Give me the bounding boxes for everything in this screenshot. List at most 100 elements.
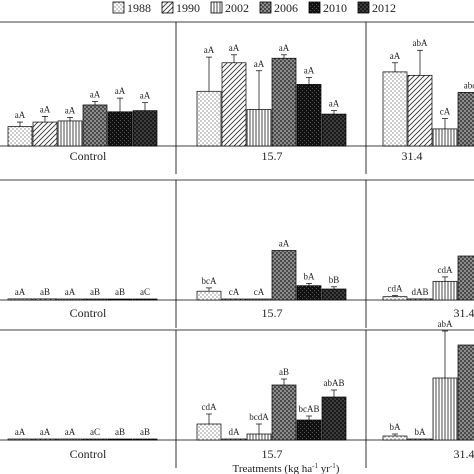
- significance-label: aA: [90, 90, 101, 100]
- legend: 1988 1990 2002 2006 2010 2012: [112, 1, 396, 15]
- bar-Control-2006: [82, 298, 108, 301]
- significance-label: aB: [140, 427, 150, 437]
- panel-3: aA aA aA aC aB aB cdA dA bcdA aB bcAB abAB bA bA abA: [0, 319, 474, 468]
- bar-15.7-2012: [321, 113, 347, 147]
- significance-label: cdA: [388, 284, 403, 294]
- bar-Control-2002: [57, 120, 83, 147]
- legend-label-2002: 2002: [225, 1, 249, 15]
- panel-2: aA aB aA aB aB aC bcA cA cA aA bA bB cdA dAB cdA: [0, 179, 474, 328]
- bar-15.7-1988: [196, 290, 222, 301]
- significance-label: dAB: [411, 287, 428, 297]
- bar-15.7-2006: [271, 57, 297, 147]
- bar-Control-1990: [32, 121, 58, 147]
- bar-Control-1990: [32, 438, 58, 441]
- bar-15.7-2010: [296, 419, 322, 441]
- significance-label: aA: [229, 43, 240, 53]
- category-label-31.4-panel-3: 31.4: [454, 447, 474, 461]
- bar-15.7-2010: [296, 285, 322, 301]
- bar-Control-2010: [107, 111, 133, 147]
- significance-label: cA: [229, 287, 240, 297]
- bar-Control-2002: [57, 438, 83, 441]
- category-labels: Control 15.7 31.4 Control 15.7 31.4 Cont…: [70, 149, 474, 461]
- legend-label-2010: 2010: [323, 1, 347, 15]
- significance-label: aB: [115, 287, 125, 297]
- bar-31.4-1988: [382, 296, 408, 301]
- bar-15.7-2012: [321, 396, 347, 441]
- significance-label: aA: [40, 427, 51, 437]
- significance-label: aA: [279, 43, 290, 53]
- significance-label: cdA: [438, 265, 453, 275]
- significance-label: abA: [413, 38, 428, 48]
- significance-label: bcdA: [249, 412, 269, 422]
- bar-Control-2006: [82, 438, 108, 441]
- bar-15.7-2010: [296, 84, 322, 147]
- bar-Control-2010: [107, 438, 133, 441]
- bar-Control-1988: [7, 126, 33, 147]
- bar-31.4-1988: [382, 71, 408, 147]
- bar-31.4-2006: [457, 344, 474, 441]
- bar-Control-2012: [132, 438, 158, 441]
- panels: aA aA aA aA aA aA aA aA aA aA aA aA aA abA cA abc aA aB aA…: [0, 21, 474, 468]
- bar-31.4-2006: [457, 255, 474, 301]
- bar-15.7-1990: [221, 298, 247, 301]
- significance-label: aA: [15, 287, 26, 297]
- significance-label: cdA: [202, 402, 217, 412]
- bar-31.4-2002: [432, 128, 458, 147]
- panel-1: aA aA aA aA aA aA aA aA aA aA aA aA aA abA cA abc: [0, 21, 474, 174]
- significance-label: aC: [90, 427, 100, 437]
- significance-label: abA: [438, 319, 453, 329]
- significance-label: aA: [304, 66, 315, 76]
- bar-Control-1988: [7, 438, 33, 441]
- significance-label: abc: [464, 80, 474, 90]
- significance-label: aA: [204, 45, 215, 55]
- category-label-15.7-panel-1: 15.7: [262, 149, 283, 163]
- bar-15.7-1988: [196, 90, 222, 147]
- significance-label: aA: [140, 91, 151, 101]
- significance-label: aB: [115, 427, 125, 437]
- legend-entry-2006: 2006: [259, 1, 298, 15]
- bar-Control-2006: [82, 104, 108, 147]
- significance-label: bA: [415, 427, 427, 437]
- bar-Control-2002: [57, 298, 83, 301]
- significance-label: aC: [140, 287, 150, 297]
- legend-label-1988: 1988: [127, 1, 151, 15]
- bar-15.7-2006: [271, 384, 297, 441]
- bar-Control-2012: [132, 110, 158, 147]
- significance-label: aA: [329, 99, 340, 109]
- significance-label: cA: [440, 107, 451, 117]
- significance-label: bB: [329, 275, 340, 285]
- significance-label: bcA: [202, 276, 217, 286]
- category-label-control-panel-1: Control: [70, 149, 107, 163]
- significance-label: dA: [229, 427, 241, 437]
- category-label-31.4-panel-2: 31.4: [454, 306, 474, 320]
- bar-Control-1988: [7, 298, 33, 301]
- significance-label: bcAB: [299, 404, 320, 414]
- significance-label: aA: [254, 59, 265, 69]
- significance-label: aA: [15, 110, 26, 120]
- significance-label: aA: [65, 106, 76, 116]
- significance-label: aA: [15, 427, 26, 437]
- category-label-15.7-panel-2: 15.7: [262, 306, 283, 320]
- significance-label: aA: [115, 86, 126, 96]
- significance-label: aA: [65, 427, 76, 437]
- bar-15.7-2002: [246, 433, 272, 441]
- bar-31.4-1988: [382, 435, 408, 441]
- category-label-15.7-panel-3: 15.7: [262, 447, 283, 461]
- category-label-31.4-panel-1: 31.4: [402, 149, 423, 163]
- significance-label: aB: [40, 287, 50, 297]
- bar-15.7-2012: [321, 288, 347, 301]
- significance-label: bA: [390, 422, 402, 432]
- legend-label-2006: 2006: [274, 1, 298, 15]
- significance-label: aB: [279, 367, 289, 377]
- bar-31.4-2006: [457, 92, 474, 147]
- category-label-control-panel-2: Control: [70, 306, 107, 320]
- significance-label: aA: [40, 104, 51, 114]
- bar-15.7-2006: [271, 250, 297, 301]
- bar-31.4-1990: [407, 74, 433, 147]
- bar-Control-2010: [107, 298, 133, 301]
- significance-label: aA: [390, 51, 401, 61]
- legend-entry-2012: 2012: [357, 1, 396, 15]
- significance-label: aB: [90, 287, 100, 297]
- bar-31.4-2002: [432, 377, 458, 441]
